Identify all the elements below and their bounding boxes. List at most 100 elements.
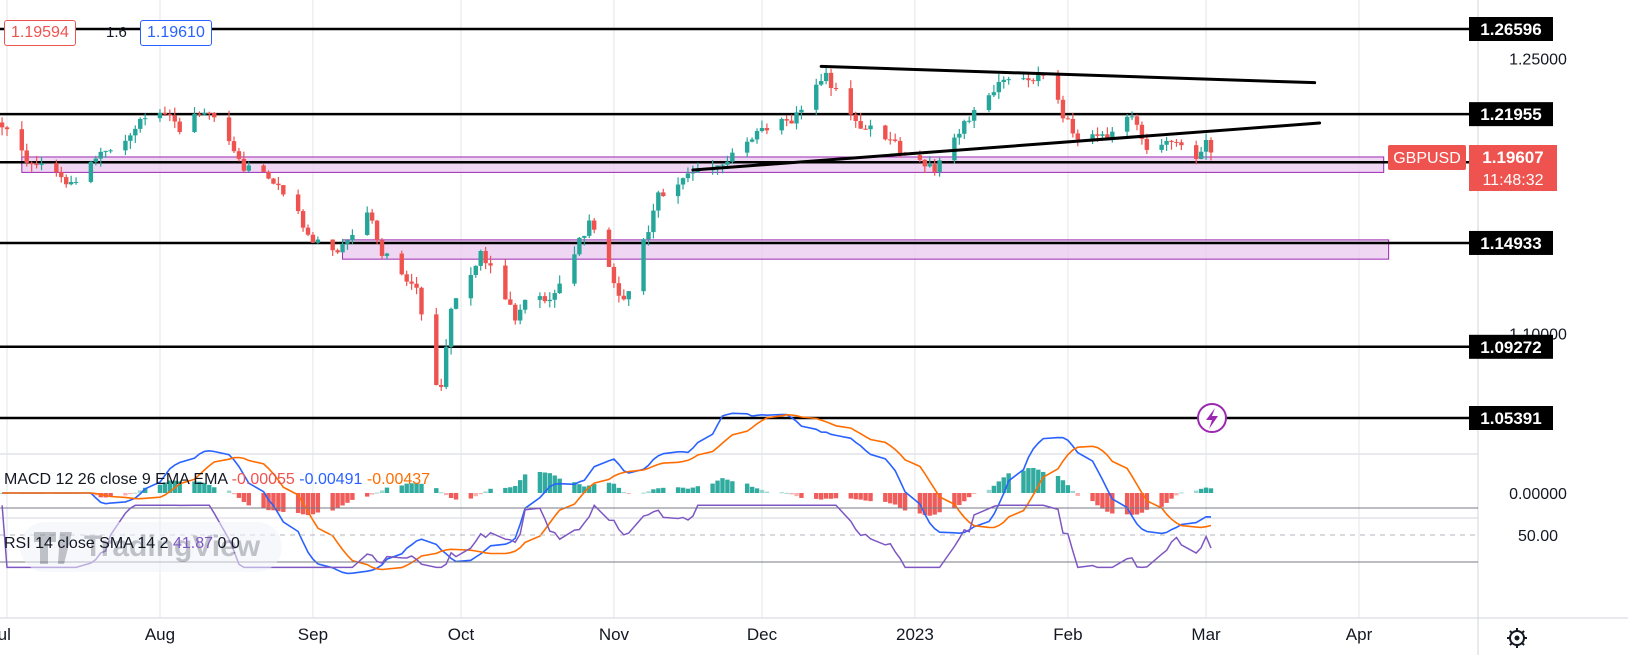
macd-histogram-bar — [202, 482, 207, 493]
macd-histogram-bar — [404, 483, 409, 493]
level-price-tag[interactable]: 1.05391 — [1469, 406, 1553, 430]
macd-histogram-bar — [162, 482, 168, 493]
macd-histogram-bar — [646, 491, 651, 493]
macd-legend-value: -0.00437 — [367, 471, 430, 488]
candle-body — [868, 125, 873, 130]
macd-histogram-bar — [932, 493, 937, 515]
candle-body — [54, 163, 59, 173]
candle-body — [1090, 134, 1095, 140]
candle-body — [522, 299, 528, 310]
candle-body — [162, 112, 168, 115]
level-price-tag[interactable]: 1.14933 — [1469, 230, 1553, 255]
macd-legend[interactable]: MACD 12 26 close 9 EMA EMA -0.00055 -0.0… — [4, 471, 430, 488]
macd-histogram-bar — [616, 487, 622, 493]
macd-histogram-bar — [503, 487, 508, 493]
candle-body — [34, 164, 39, 166]
candle-body — [587, 220, 592, 236]
candle-body — [892, 139, 898, 141]
macd-line — [2, 412, 1212, 575]
candle-body — [0, 122, 5, 128]
macd-histogram-bar — [858, 493, 863, 500]
symbol-tag-bg — [1388, 145, 1466, 170]
candle-body — [261, 165, 266, 172]
lightning-icon[interactable] — [1197, 403, 1227, 433]
candle-body — [1100, 134, 1105, 136]
candle-body — [814, 84, 819, 110]
macd-histogram-bar — [177, 481, 182, 493]
candle-body — [848, 88, 853, 115]
macd-histogram-bar — [675, 487, 681, 493]
candle-body — [374, 220, 380, 241]
candle-body — [971, 110, 977, 121]
macd-histogram-bar — [1193, 490, 1199, 493]
candle-body — [295, 194, 301, 212]
macd-histogram-bar — [157, 484, 163, 493]
macd-histogram-bar — [606, 482, 612, 493]
macd-histogram-bar — [1021, 470, 1026, 493]
candle-body — [621, 295, 627, 300]
macd-histogram-bar — [962, 493, 967, 502]
macd-histogram-bar — [784, 492, 789, 494]
ask-price-box[interactable]: 1.19610 — [140, 20, 212, 46]
macd-histogram-bar — [572, 482, 577, 493]
macd-histogram-bar — [725, 479, 730, 493]
macd-histogram-bar — [478, 493, 483, 495]
level-price-tag-text: 1.09272 — [1480, 338, 1541, 357]
candle-body — [784, 119, 789, 121]
macd-histogram-bar — [1055, 475, 1061, 493]
candle-body — [858, 121, 863, 129]
symbol-tag-text: GBPUSD — [1393, 150, 1461, 167]
candle-body — [369, 212, 375, 221]
gear-icon-hub — [1514, 635, 1520, 641]
macd-histogram-bar — [828, 493, 834, 499]
candle-body — [764, 128, 770, 131]
rsi-legend[interactable]: RSI 14 close SMA 14 2 41.87 0 0 — [4, 535, 240, 552]
macd-histogram-bar — [128, 493, 133, 495]
candle-body — [335, 250, 340, 253]
tradingview-logo-icon — [34, 532, 72, 564]
macd-histogram-bar — [651, 489, 656, 493]
countdown-text: 11:48:32 — [1482, 172, 1543, 189]
candle-body — [967, 120, 972, 122]
time-axis-label: Oct — [448, 625, 475, 644]
support-zone[interactable] — [21, 156, 1385, 173]
level-price-tag[interactable]: 1.21955 — [1469, 102, 1553, 127]
trendline[interactable] — [691, 121, 1322, 172]
level-price-tag[interactable]: 1.26596 — [1469, 17, 1553, 41]
candle-body — [1055, 75, 1061, 100]
candle-body — [68, 181, 74, 185]
gear-icon-tooth — [1509, 630, 1513, 634]
macd-histogram-bar — [1174, 493, 1179, 496]
candle-body — [24, 150, 29, 163]
candle-body — [680, 178, 686, 185]
symbol-tag[interactable]: GBPUSD — [1388, 145, 1466, 170]
macd-histogram-bar — [922, 493, 928, 516]
candle-body — [1021, 78, 1026, 80]
rsi-legend-value: 0 — [231, 535, 240, 552]
candle-body — [823, 72, 829, 82]
candle-body — [384, 253, 390, 256]
candle-body — [720, 164, 725, 166]
watermark-bg — [20, 522, 282, 572]
macd-histogram-bar — [374, 492, 380, 494]
macd-histogram-bar — [365, 493, 370, 497]
candle-body — [266, 171, 271, 179]
candle-body — [1041, 74, 1046, 76]
macd-histogram-bar — [853, 493, 858, 500]
candle-body — [226, 117, 232, 142]
level-price-tag[interactable]: 1.09272 — [1469, 334, 1553, 359]
macd-pane: 0.00000 — [0, 412, 1567, 575]
bid-price-box[interactable]: 1.19594 — [4, 20, 76, 46]
candle-body — [1193, 145, 1199, 159]
gear-icon[interactable] — [1507, 628, 1527, 648]
last-price-tag[interactable]: 1.19607 11:48:32 — [1469, 145, 1557, 191]
macd-histogram-bar — [957, 493, 962, 506]
candle-body — [606, 229, 612, 267]
macd-histogram-bar — [384, 487, 390, 493]
macd-histogram-bar — [1095, 493, 1100, 506]
rsi-legend-title: RSI 14 close SMA 14 2 — [4, 535, 173, 552]
candle-body — [957, 133, 962, 138]
trendline[interactable] — [819, 64, 1317, 85]
candle-body — [300, 211, 306, 228]
